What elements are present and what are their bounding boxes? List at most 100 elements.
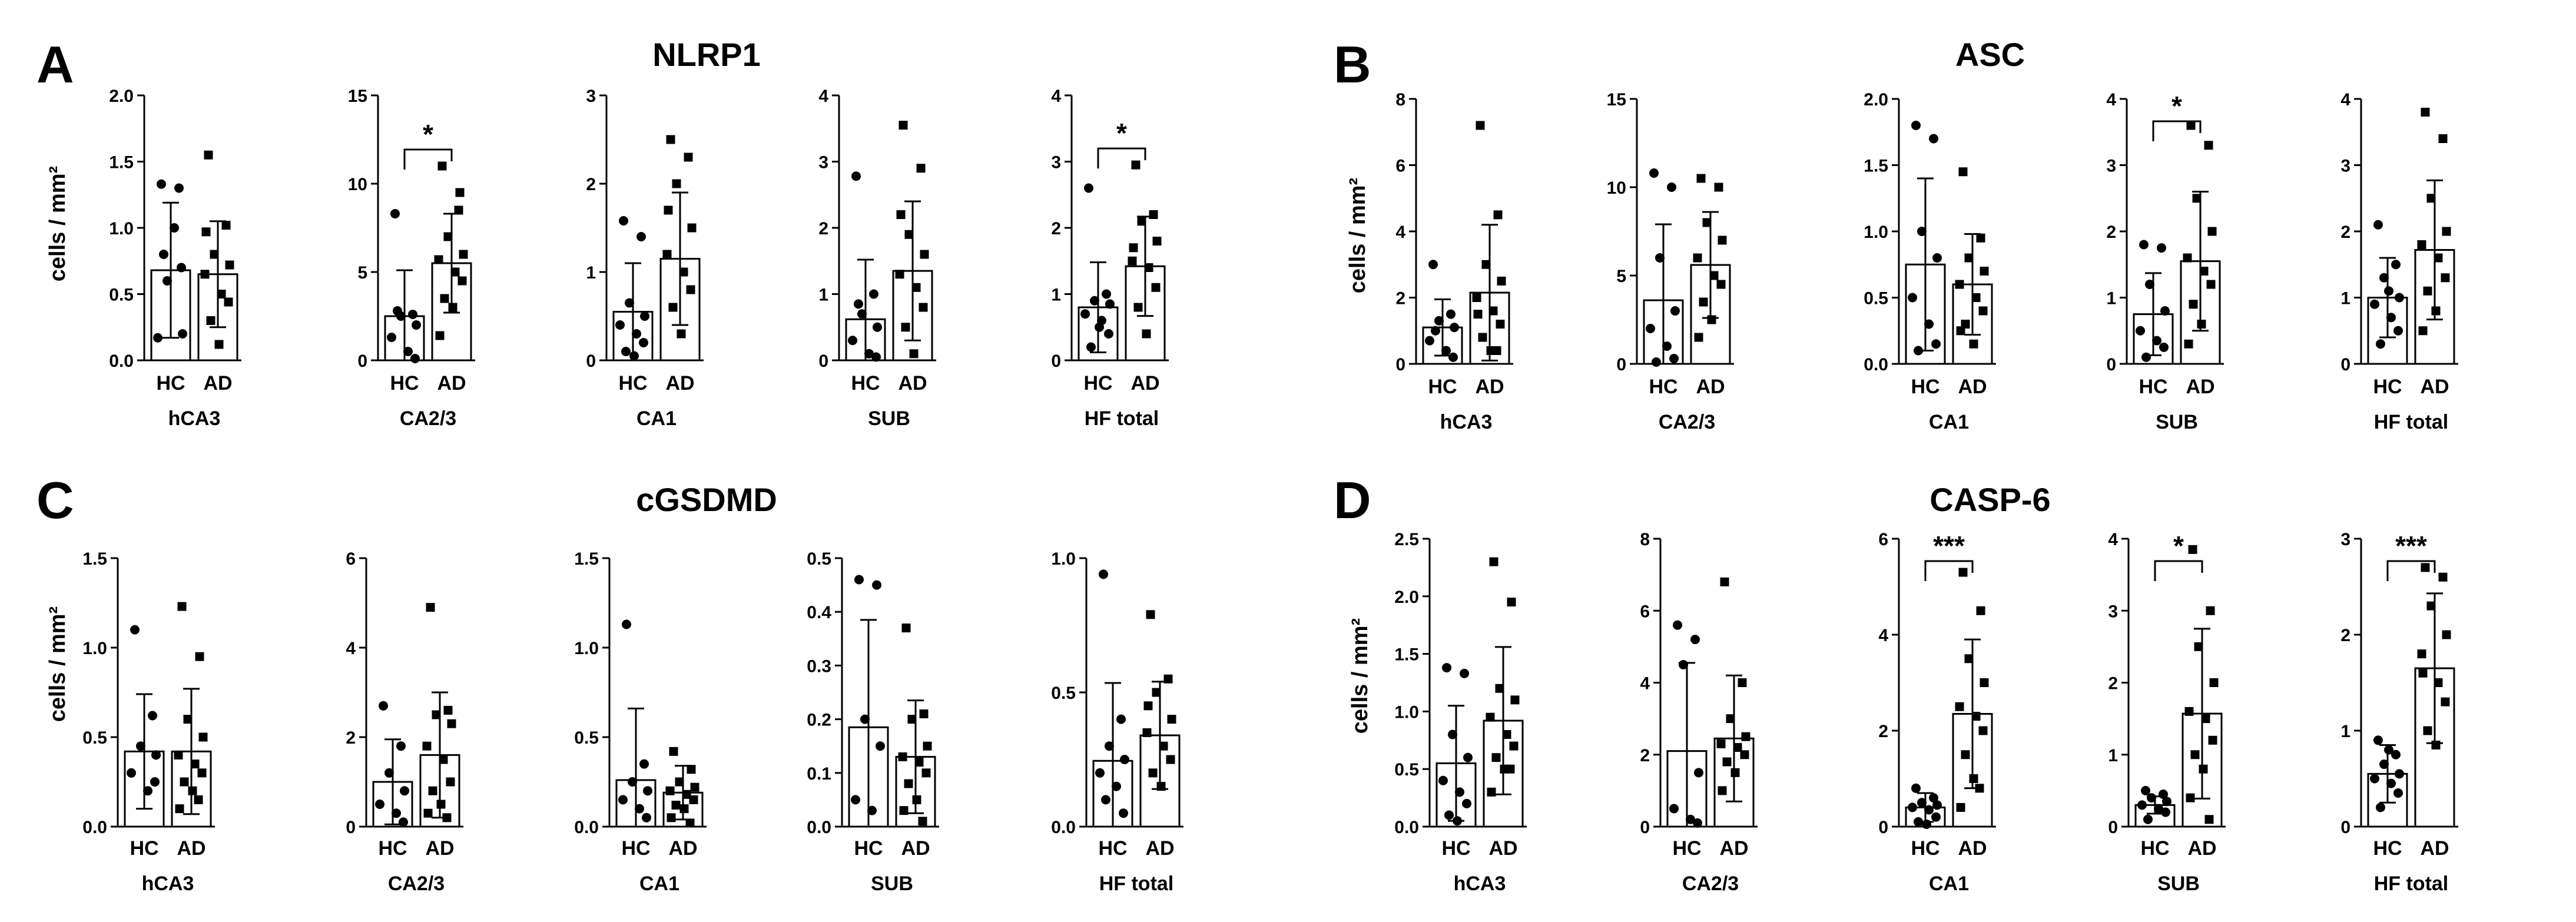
subplot-hca3: 0 2 4 6 8 HC AD hCA3 (1395, 90, 1513, 433)
data-point-ad (921, 768, 931, 778)
significance-marker: * (2173, 530, 2184, 561)
data-point-ad (197, 768, 207, 778)
data-point-ad (2201, 714, 2210, 724)
data-point-hc (2147, 793, 2156, 803)
data-point-ad (1481, 260, 1491, 269)
data-point-hc (1908, 293, 1917, 303)
data-point-ad (2441, 273, 2450, 283)
y-tick-label: 1 (2108, 746, 2118, 765)
data-point-ad (1473, 310, 1483, 319)
data-point-ad (679, 267, 688, 277)
region-label: CA1 (639, 873, 679, 895)
data-point-hc (412, 320, 421, 330)
data-point-hc (2379, 760, 2389, 770)
data-point-hc (632, 329, 641, 339)
data-point-ad (1975, 784, 1984, 793)
subplot-hca3: 0.0 0.5 1.0 1.5 2.0 2.5 HC AD hCA3 (1394, 530, 1527, 895)
data-point-hc (2395, 769, 2404, 779)
data-point-ad (1716, 739, 1726, 748)
y-tick-label: 1.0 (1394, 702, 1419, 722)
data-point-ad (1693, 253, 1702, 263)
data-point-ad (1971, 712, 1981, 721)
data-point-hc (1086, 342, 1096, 352)
y-tick-label: 15 (1607, 90, 1626, 110)
data-point-ad (919, 303, 928, 312)
data-point-ad (450, 267, 460, 277)
y-tick-label: 0.0 (574, 818, 599, 837)
panel-a: A NLRP1 cells / mm² 0.0 0.5 1.0 1.5 2.0 HC AD hCA3… (37, 35, 1169, 430)
data-point-ad (1980, 267, 1989, 276)
category-label-hc: HC (130, 837, 158, 860)
significance-bracket (1924, 560, 1974, 581)
subplot-ca1: 0 2 4 6 HC AD CA1 *** (1878, 530, 1996, 895)
data-point-hc (1931, 812, 1941, 822)
data-point-ad (1472, 293, 1481, 302)
data-point-hc (1694, 768, 1703, 778)
data-point-ad (2188, 545, 2197, 554)
data-point-ad (911, 283, 921, 292)
data-point-ad (1149, 210, 1158, 219)
y-tick-label: 10 (1607, 178, 1626, 198)
y-tick-label: 4 (2106, 90, 2116, 110)
category-label-hc: HC (156, 372, 185, 394)
data-point-ad (2209, 678, 2219, 687)
data-point-hc (622, 619, 631, 629)
data-point-hc (2373, 220, 2383, 230)
data-point-hc (2393, 788, 2403, 798)
subplot-ca2-3: 0 2 4 6 HC AD CA2/3 (346, 549, 463, 895)
panel-label-a: A (37, 35, 74, 94)
data-point-hc (2373, 735, 2383, 745)
category-label-hc: HC (2139, 376, 2167, 398)
region-label: CA2/3 (1682, 873, 1739, 895)
data-point-hc (1693, 818, 1702, 828)
category-label-ad: AD (1130, 372, 1159, 394)
data-point-ad (669, 747, 678, 756)
subplot-hca3: 0.0 0.5 1.0 1.5 HC AD hCA3 (82, 549, 215, 895)
data-point-ad (687, 223, 697, 233)
data-point-hc (177, 263, 186, 273)
category-label-hc: HC (1672, 837, 1701, 860)
subplot-ca2-3: 0 5 10 15 HC AD CA2/3 (1607, 90, 1734, 433)
data-point-hc (864, 349, 874, 359)
y-tick-label: 0.5 (574, 728, 599, 748)
category-label-hc: HC (1911, 376, 1940, 398)
data-point-hc (1917, 798, 1927, 808)
category-label-ad: AD (1488, 837, 1517, 860)
data-point-ad (2186, 793, 2195, 802)
data-point-hc (621, 347, 631, 356)
data-point-hc (1646, 324, 1655, 333)
data-point-hc (642, 812, 651, 822)
category-label-hc: HC (2373, 376, 2402, 398)
panel-label-b: B (1334, 35, 1371, 94)
region-label: hCA3 (142, 873, 194, 895)
data-point-hc (1670, 306, 1680, 316)
data-point-hc (2152, 336, 2161, 346)
data-point-ad (225, 260, 234, 270)
y-tick-label: 1.5 (1864, 157, 1888, 176)
data-point-ad (194, 795, 203, 804)
y-tick-label: 1.5 (82, 549, 107, 569)
y-tick-label: 8 (1640, 530, 1650, 549)
y-tick-label: 1.0 (82, 639, 107, 658)
data-point-ad (1958, 568, 1968, 577)
y-tick-label: 3 (2108, 602, 2118, 621)
data-point-ad (1961, 750, 1970, 760)
data-point-ad (667, 813, 676, 822)
category-label-ad: AD (203, 372, 232, 394)
y-tick-label: 0.1 (807, 764, 831, 784)
data-point-hc (1686, 814, 1695, 824)
y-tick-label: 3 (818, 153, 828, 173)
data-point-hc (136, 741, 145, 751)
data-point-ad (1506, 764, 1515, 774)
data-point-hc (2384, 286, 2393, 296)
data-point-ad (2418, 668, 2428, 678)
region-label: SUB (868, 407, 910, 430)
y-tick-label: 5 (357, 263, 367, 283)
data-point-ad (1128, 256, 1137, 266)
data-point-hc (1112, 781, 1121, 791)
data-point-hc (1105, 741, 1114, 751)
significance-marker: * (2171, 91, 2182, 121)
data-point-hc (1080, 309, 1090, 319)
y-axis-label: cells / mm² (1348, 618, 1372, 734)
data-point-hc (1101, 795, 1110, 805)
